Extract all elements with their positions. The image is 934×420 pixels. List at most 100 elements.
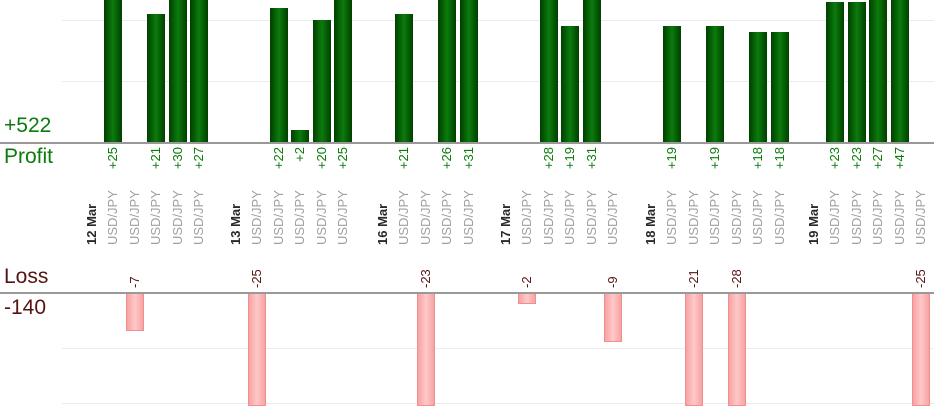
profit-value-label: +26 [439,147,454,170]
pair-label: USD/JPY [849,190,864,245]
profit-bar[interactable] [749,32,767,142]
pair-label: USD/JPY [314,190,329,245]
loss-bar[interactable] [604,294,622,342]
loss-bar[interactable] [126,294,144,331]
profit-bar[interactable] [291,130,309,142]
profit-value-label: +23 [849,147,864,170]
loss-bar[interactable] [518,294,536,304]
pair-label: USD/JPY [605,190,620,245]
loss-bar[interactable] [685,294,703,406]
profit-bar[interactable] [891,0,909,142]
profit-bar[interactable] [869,0,887,142]
profit-value-label: +30 [170,147,185,170]
pair-label: USD/JPY [396,190,411,245]
date-label: 12 Mar [83,203,99,245]
pair-label: USD/JPY [191,190,206,245]
profit-plot-area [0,0,934,142]
pair-label: USD/JPY [664,190,679,245]
profit-bar[interactable] [826,2,844,142]
profit-axis-title: Profit [4,145,54,168]
profit-total-label: +522 [4,114,52,137]
profit-value-label: +21 [396,147,411,170]
profit-value-label: +18 [772,147,787,170]
loss-value-label: -23 [418,269,433,288]
pair-label: USD/JPY [686,190,701,245]
profit-value-label: +47 [892,147,907,170]
profit-value-label: +22 [271,147,286,170]
pair-label: USD/JPY [439,190,454,245]
profit-value-label: +19 [562,147,577,170]
date-label: 19 Mar [805,203,821,245]
pair-label: USD/JPY [170,190,185,245]
profit-bar[interactable] [270,8,288,142]
profit-value-label: +23 [827,147,842,170]
profit-bar[interactable] [706,26,724,142]
pair-label: USD/JPY [148,190,163,245]
loss-bar[interactable] [248,294,266,406]
profit-bar[interactable] [395,14,413,142]
pair-label: USD/JPY [127,190,142,245]
loss-plot-area [0,294,934,407]
loss-bar[interactable] [417,294,435,406]
profit-bar[interactable] [190,0,208,142]
loss-gridline-20 [62,403,934,404]
date-label: 13 Mar [227,203,243,245]
pair-label: USD/JPY [772,190,787,245]
profit-gridline-10 [62,81,934,82]
pair-label: USD/JPY [519,190,534,245]
loss-bar[interactable] [728,294,746,406]
profit-value-label: +25 [105,147,120,170]
pair-label: USD/JPY [707,190,722,245]
profit-bar[interactable] [540,0,558,142]
pair-label: USD/JPY [562,190,577,245]
pair-label: USD/JPY [913,190,928,245]
loss-total-label: -140 [4,296,47,319]
loss-axis-line [0,292,934,294]
loss-gridline-10 [62,348,934,349]
profit-value-label: +25 [335,147,350,170]
profit-value-label: +27 [191,147,206,170]
pair-label: USD/JPY [418,190,433,245]
loss-bar[interactable] [912,294,930,406]
loss-value-label: -25 [249,269,264,288]
loss-value-label: -28 [729,269,744,288]
loss-value-label: -7 [127,276,142,288]
profit-bar[interactable] [583,0,601,142]
profit-bar[interactable] [334,0,352,142]
profit-bar[interactable] [848,2,866,142]
pair-label: USD/JPY [584,190,599,245]
profit-bar[interactable] [771,32,789,142]
pair-label: USD/JPY [541,190,556,245]
profit-gridline-20 [62,20,934,21]
profit-value-label: +19 [664,147,679,170]
profit-value-label: +20 [314,147,329,170]
pair-label: USD/JPY [750,190,765,245]
pair-label: USD/JPY [271,190,286,245]
pair-label: USD/JPY [827,190,842,245]
profit-bar[interactable] [313,20,331,142]
profit-value-label: +2 [292,147,307,162]
profit-value-label: +27 [870,147,885,170]
loss-value-label: -9 [605,276,620,288]
loss-value-label: -21 [686,269,701,288]
profit-bar[interactable] [104,0,122,142]
profit-bar[interactable] [561,26,579,142]
pair-label: USD/JPY [870,190,885,245]
pair-label: USD/JPY [892,190,907,245]
pair-label: USD/JPY [105,190,120,245]
profit-bar[interactable] [147,14,165,142]
pair-label: USD/JPY [729,190,744,245]
profit-bar[interactable] [663,26,681,142]
profit-value-label: +31 [461,147,476,170]
profit-bar[interactable] [438,0,456,142]
profit-value-label: +28 [541,147,556,170]
profit-value-label: +19 [707,147,722,170]
date-label: 16 Mar [374,203,390,245]
loss-value-label: -2 [519,276,534,288]
loss-value-label: -25 [913,269,928,288]
loss-axis-title: Loss [4,265,49,288]
profit-bar[interactable] [169,0,187,142]
profit-bar[interactable] [460,0,478,142]
date-label: 18 Mar [642,203,658,245]
